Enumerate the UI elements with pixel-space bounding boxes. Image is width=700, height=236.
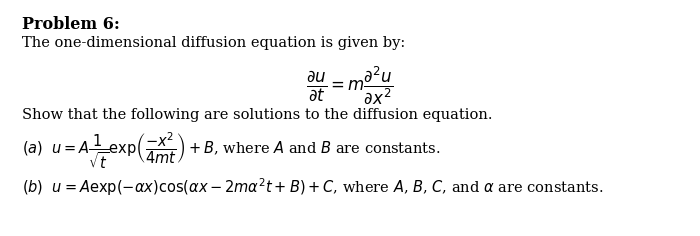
Text: The one-dimensional diffusion equation is given by:: The one-dimensional diffusion equation i… [22, 36, 405, 50]
Text: $\dfrac{\partial u}{\partial t} = m\dfrac{\partial^2 u}{\partial x^2}$: $\dfrac{\partial u}{\partial t} = m\dfra… [307, 64, 393, 105]
Text: $(b)$  $u = A\exp(-\alpha x)\cos(\alpha x - 2m\alpha^2 t + B) + C$, where $A$, $: $(b)$ $u = A\exp(-\alpha x)\cos(\alpha x… [22, 176, 603, 198]
Text: Show that the following are solutions to the diffusion equation.: Show that the following are solutions to… [22, 108, 493, 122]
Text: $(a)$  $u = A\dfrac{1}{\sqrt{t}}\exp\!\left(\dfrac{-x^2}{4mt}\right) + B$, where: $(a)$ $u = A\dfrac{1}{\sqrt{t}}\exp\!\le… [22, 131, 440, 171]
Text: Problem 6:: Problem 6: [22, 16, 120, 33]
